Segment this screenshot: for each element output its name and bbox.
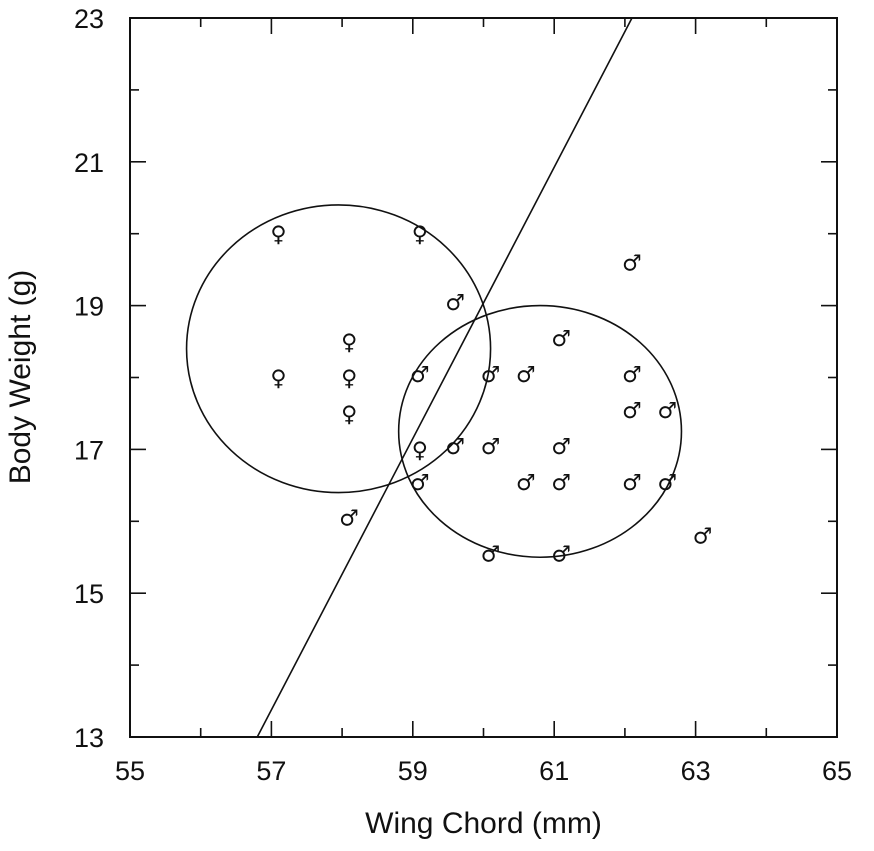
x-tick-label: 65 <box>822 756 852 786</box>
x-tick-label: 59 <box>398 756 428 786</box>
scatter-point: ♂ <box>481 363 501 388</box>
scatter-point: ♂ <box>551 327 571 352</box>
scatter-point: ♂ <box>693 525 713 550</box>
scatter-point: ♂ <box>516 471 536 496</box>
scatter-point: ♂ <box>410 363 430 388</box>
tick-labels: 55 57 59 61 63 65 13 15 17 19 21 23 <box>74 4 852 786</box>
scatter-point: ♂ <box>339 507 359 532</box>
scatter-point: ♀ <box>412 223 428 248</box>
discriminant-line <box>256 17 633 738</box>
confidence-ellipse <box>397 304 683 559</box>
y-tick-label: 17 <box>74 435 104 465</box>
x-tick-label: 63 <box>681 756 711 786</box>
y-tick-label: 23 <box>74 4 104 34</box>
y-tick-label: 21 <box>74 148 104 178</box>
scatter-point: ♂ <box>551 435 571 460</box>
scatter-point: ♀ <box>341 402 357 427</box>
y-axis-title: Body Weight (g) <box>4 270 37 485</box>
scatter-point: ♂ <box>551 471 571 496</box>
scatter-point: ♀ <box>341 331 357 356</box>
y-tick-label: 19 <box>74 292 104 322</box>
axis-ticks <box>129 17 838 738</box>
x-tick-label: 55 <box>115 756 145 786</box>
scatter-point: ♂ <box>481 435 501 460</box>
scatter-point: ♂ <box>622 251 642 276</box>
scatter-point: ♂ <box>445 435 465 460</box>
scatter-point: ♂ <box>445 291 465 316</box>
scatter-point: ♀ <box>270 223 286 248</box>
x-tick-label: 57 <box>256 756 286 786</box>
confidence-ellipses <box>185 204 683 559</box>
scatter-point: ♂ <box>481 543 501 568</box>
scatter-point: ♂ <box>516 363 536 388</box>
scatter-point: ♂ <box>622 363 642 388</box>
y-tick-label: 13 <box>74 723 104 753</box>
scatter-point: ♀ <box>270 367 286 392</box>
scatter-point: ♀ <box>412 438 428 463</box>
scatter-point: ♂ <box>551 543 571 568</box>
scatter-point: ♀ <box>341 367 357 392</box>
scatter-point: ♂ <box>622 399 642 424</box>
confidence-ellipse <box>185 204 492 494</box>
discriminant-lines <box>256 17 633 738</box>
scatter-point: ♂ <box>410 471 430 496</box>
scatter-point: ♂ <box>657 399 677 424</box>
y-tick-label: 15 <box>74 579 104 609</box>
scatter-point: ♂ <box>657 471 677 496</box>
scatter-point: ♂ <box>622 471 642 496</box>
x-axis-title: Wing Chord (mm) <box>365 807 602 840</box>
x-tick-label: 61 <box>539 756 569 786</box>
data-points: ♀ ♀ ♀ ♀ ♀ ♀ ♀ ♂ ♂ ♂ ♂ ♂ ♂ ♂ ♂ ♂ ♂ ♂ ♂ ♂ ♂ ♂ ♂ ♂ ♂ ♂ ♂ ♂ <box>270 223 712 568</box>
